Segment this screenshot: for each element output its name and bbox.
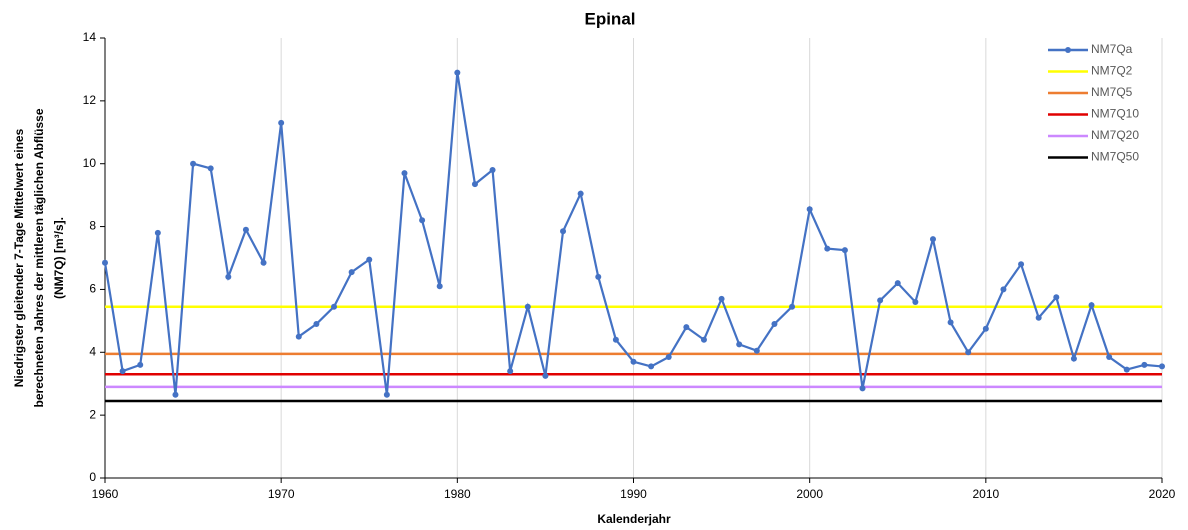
data-point <box>859 385 866 392</box>
legend-label: NM7Q50 <box>1091 150 1139 164</box>
data-point <box>542 372 549 379</box>
data-point <box>260 259 267 266</box>
legend-label: NM7Q2 <box>1091 64 1133 78</box>
data-point <box>1053 294 1060 301</box>
data-point <box>242 226 249 233</box>
y-axis-title-line: berechneten Jahres der mittleren täglich… <box>32 108 46 407</box>
data-point <box>1088 302 1095 309</box>
data-point <box>348 269 355 276</box>
x-tick-label: 1990 <box>620 487 647 501</box>
data-point <box>137 361 144 368</box>
data-point <box>612 336 619 343</box>
data-point <box>154 229 161 236</box>
data-point <box>595 273 602 280</box>
data-point <box>1035 314 1042 321</box>
data-point <box>102 259 108 266</box>
x-tick-label: 2000 <box>796 487 823 501</box>
data-point <box>207 165 214 172</box>
data-point <box>789 303 796 310</box>
data-point <box>313 321 320 327</box>
data-point <box>877 297 884 304</box>
data-point <box>841 247 848 254</box>
x-tick-label: 2010 <box>972 487 999 501</box>
y-tick-label: 0 <box>89 470 96 484</box>
data-point <box>1141 361 1148 368</box>
data-point <box>190 160 197 167</box>
y-tick-label: 6 <box>89 282 96 296</box>
x-tick-label: 2020 <box>1149 487 1176 501</box>
data-point <box>295 333 302 340</box>
data-point <box>665 354 672 360</box>
data-point <box>806 206 813 213</box>
legend-marker <box>1065 47 1071 53</box>
y-axis-title: Niedrigster gleitender 7-Tage Mittelwert… <box>12 108 66 407</box>
data-point <box>577 190 584 197</box>
data-point <box>1070 355 1077 362</box>
data-point <box>119 368 126 375</box>
data-point <box>965 349 972 356</box>
data-point <box>824 245 831 252</box>
data-point <box>560 228 567 235</box>
y-tick-label: 12 <box>83 93 97 107</box>
data-point <box>1123 366 1130 373</box>
data-point <box>736 341 743 348</box>
data-point <box>401 170 408 177</box>
data-point <box>648 363 655 370</box>
data-point <box>366 256 373 263</box>
data-point <box>912 299 919 305</box>
legend-label: NM7Q10 <box>1091 107 1139 121</box>
y-axis-title-line: (NM7Q) [m³/s]. <box>52 217 66 299</box>
data-point <box>419 217 426 224</box>
data-point <box>436 283 443 290</box>
legend-label: NM7Qa <box>1091 42 1133 56</box>
y-tick-label: 10 <box>83 156 97 170</box>
y-tick-label: 2 <box>89 407 96 421</box>
data-point <box>718 295 725 302</box>
x-tick-label: 1970 <box>268 487 295 501</box>
data-point <box>524 303 531 310</box>
data-point <box>894 280 901 287</box>
data-point <box>630 358 637 365</box>
y-tick-label: 4 <box>89 344 96 358</box>
data-point <box>471 181 478 188</box>
legend: NM7Qa NM7Q2 NM7Q5 NM7Q10 NM7Q20 NM7Q50 <box>1048 42 1139 164</box>
data-point <box>700 336 707 343</box>
data-point <box>929 236 936 243</box>
x-tick-label: 1960 <box>92 487 119 501</box>
legend-label: NM7Q20 <box>1091 128 1139 142</box>
data-point <box>947 319 954 326</box>
data-point <box>771 321 778 327</box>
data-point <box>1159 363 1165 370</box>
data-point <box>507 368 514 375</box>
data-point <box>278 119 285 126</box>
data-point <box>683 324 690 331</box>
x-axis-title: Kalenderjahr <box>597 512 671 526</box>
x-tick-label: 1980 <box>444 487 471 501</box>
data-point <box>489 167 496 173</box>
data-point <box>753 347 760 354</box>
legend-label: NM7Q5 <box>1091 85 1133 99</box>
data-point <box>225 273 232 280</box>
y-tick-label: 14 <box>83 30 97 44</box>
y-axis-title-line: Niedrigster gleitender 7-Tage Mittelwert… <box>12 128 26 387</box>
data-point <box>1106 354 1113 360</box>
data-point <box>1018 261 1025 268</box>
data-point <box>1000 286 1007 293</box>
y-tick-label: 8 <box>89 219 96 233</box>
data-point <box>383 391 390 398</box>
data-point <box>454 69 461 76</box>
data-point <box>331 303 338 310</box>
chart-title: Epinal <box>584 9 635 28</box>
data-point <box>982 325 989 332</box>
data-point <box>172 391 179 398</box>
